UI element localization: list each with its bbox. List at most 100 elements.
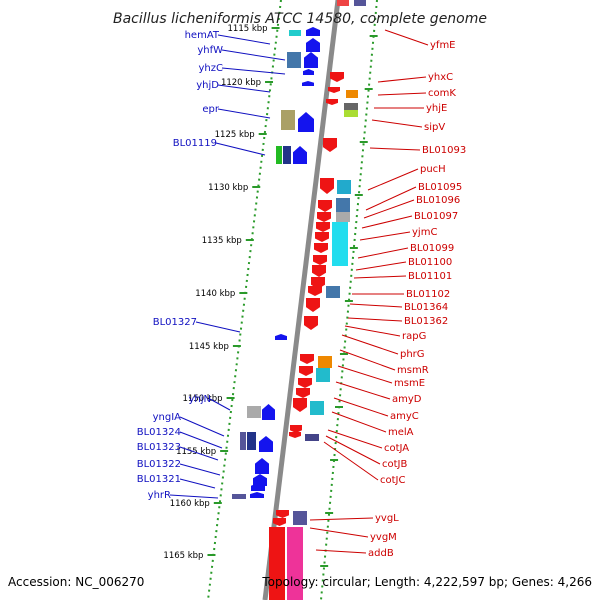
protein-box [240,432,246,450]
protein-box [344,103,358,111]
left-leader [179,446,219,461]
scale-label: 1130 kbp [208,183,248,193]
gene-arrow-down [304,316,318,330]
left-leader [217,108,271,119]
protein-box [287,527,303,600]
gene-label-right: BL01097 [414,211,458,222]
right-leader [377,76,427,83]
gene-label-left: yhjD [196,80,219,91]
protein-box [283,146,291,164]
gene-arrow-down [314,243,328,253]
gene-label-right: yhjE [426,103,447,114]
gene-label-right: rapG [402,331,426,342]
gene-label-right: BL01102 [406,289,450,300]
gene-label-left: BL01323 [137,442,181,453]
scale-ticks [207,27,378,567]
gene-arrow-down [312,265,326,277]
protein-box [281,110,295,130]
protein-box [326,286,340,298]
right-leader [341,334,399,355]
scale-label: 1140 kbp [195,289,235,299]
gene-arrow-up [259,436,273,452]
gene-label-right: BL01096 [416,195,460,206]
protein-box [316,368,330,382]
protein-box [337,0,349,6]
gene-label-right: sipV [424,122,445,133]
right-leader-lines [309,29,429,554]
gene-label-right: msmR [397,365,429,376]
scale-label: 1160 kbp [170,499,210,509]
scale-label: 1115 kbp [228,24,268,34]
right-leader [339,349,396,371]
gene-arrow-up [255,458,269,474]
left-leader [209,398,231,411]
right-leader [359,231,411,241]
gene-label-left: yhjN [188,394,211,405]
gene-arrow-up [298,112,314,132]
gene-arrow-down [315,232,329,242]
gene-label-right: BL01100 [408,257,452,268]
gene-arrow-up [275,334,287,340]
gene-arrow-down [273,518,286,526]
gene-arrow-up [251,483,265,491]
right-leader [367,168,419,191]
gene-label-right: yhxC [428,72,453,83]
gene-arrow-up [306,27,320,36]
scale-label: 1135 kbp [202,236,242,246]
gene-label-right: melA [388,427,414,438]
gene-label-right: pucH [420,164,446,175]
right-leader [309,527,369,538]
gene-label-right: BL01101 [408,271,452,282]
right-leader [363,199,415,219]
left-leader-lines [169,34,286,499]
right-leader [353,275,407,279]
right-leader [361,215,413,229]
right-leader [337,365,393,384]
gene-arrow-down [328,87,340,93]
gene-label-right: phrG [400,349,425,360]
right-leader [331,411,387,433]
right-leader [335,381,391,400]
gene-arrow-up [253,474,267,486]
protein-box [310,401,324,415]
right-leader [327,429,383,449]
right-leader [315,549,367,554]
gene-arrow-up [262,404,275,420]
gene-label-left: BL01324 [137,427,181,438]
gene-label-left: BL01327 [153,317,197,328]
gene-label-right: cotJB [382,459,407,470]
gene-label-left: yhrR [148,490,171,501]
right-leader [347,317,403,322]
protein-box [247,432,256,450]
gene-label-left: yhzC [199,63,224,74]
gene-arrow-down [289,432,301,438]
gene-arrow-down [298,378,312,388]
gene-label-right: BL01364 [404,302,448,313]
gene-label-right: BL01095 [418,182,462,193]
gene-label-right: addB [368,548,394,559]
gene-label-right: BL01099 [410,243,454,254]
gene-arrow-down [317,212,331,222]
gene-arrow-up [250,492,264,498]
accession-text: Accession: NC_006270 [8,575,144,589]
right-leader [325,435,381,465]
right-leader [357,247,409,259]
left-leader [195,321,241,333]
gene-label-left: epr [202,104,220,115]
gene-arrow-down [290,425,302,433]
protein-box [276,146,282,164]
left-leader [217,84,271,93]
right-leader [369,147,421,151]
left-leader [217,34,271,45]
protein-box [344,110,358,117]
right-gene-labels: yfmE yhxC comK yhjE sipV BL01093 pucH BL01095 BL… [368,40,466,559]
gene-arrow-down [313,255,327,265]
gene-arrow-down [296,388,310,398]
protein-box [318,356,332,368]
scale-label: 1120 kbp [221,78,261,88]
gene-label-right: amyD [392,394,422,405]
topology-text: Topology: circular; Length: 4,222,597 bp… [261,575,592,589]
gene-label-right: comK [428,88,456,99]
gene-arrow-up [304,52,318,68]
